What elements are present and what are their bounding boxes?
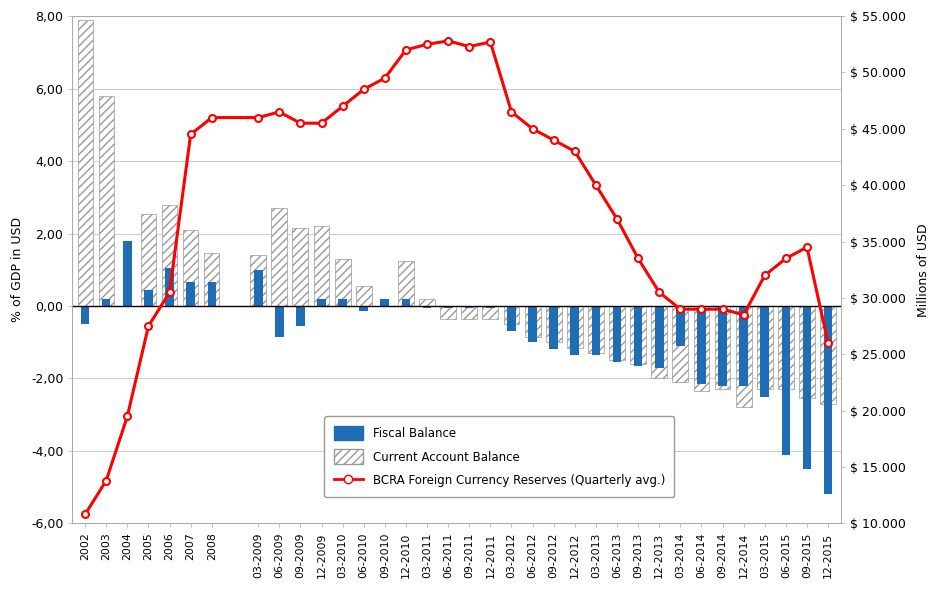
Bar <box>821 306 836 404</box>
Bar <box>461 306 477 319</box>
Bar <box>697 306 706 384</box>
Bar <box>359 306 368 312</box>
Y-axis label: Millions of USD: Millions of USD <box>917 223 930 316</box>
Bar <box>102 299 110 306</box>
Bar <box>77 20 93 306</box>
Bar <box>275 306 283 337</box>
Bar <box>186 282 195 306</box>
Legend: Fiscal Balance, Current Account Balance, BCRA Foreign Currency Reserves (Quarter: Fiscal Balance, Current Account Balance,… <box>325 416 675 497</box>
Bar <box>503 306 519 324</box>
Bar <box>380 299 390 306</box>
Bar <box>634 306 643 366</box>
Bar <box>271 208 287 306</box>
Bar <box>714 306 730 389</box>
Bar <box>778 306 794 389</box>
Bar <box>507 306 516 332</box>
Bar <box>99 96 114 306</box>
Bar <box>183 230 199 306</box>
Bar <box>293 228 309 306</box>
Bar <box>546 306 562 342</box>
Bar <box>250 255 266 306</box>
Bar <box>398 261 414 306</box>
Bar <box>402 299 410 306</box>
Bar <box>694 306 710 391</box>
Bar <box>317 299 326 306</box>
Bar <box>609 306 625 360</box>
Bar <box>486 306 495 308</box>
Bar <box>757 306 773 389</box>
Bar <box>313 226 329 306</box>
Bar <box>335 259 351 306</box>
Bar <box>465 306 473 308</box>
Bar <box>81 306 89 324</box>
Bar <box>740 306 748 386</box>
Bar <box>338 299 347 306</box>
Bar <box>823 306 833 494</box>
Bar <box>782 306 790 455</box>
Bar <box>592 306 600 355</box>
Bar <box>166 268 174 306</box>
Bar <box>760 306 769 396</box>
Bar <box>630 306 646 364</box>
Bar <box>528 306 537 342</box>
Bar <box>736 306 752 408</box>
Bar <box>718 306 726 386</box>
Bar <box>651 306 667 379</box>
Bar <box>162 204 177 306</box>
Bar <box>296 306 305 326</box>
Bar <box>440 306 456 319</box>
Bar <box>141 214 156 306</box>
Bar <box>550 306 558 349</box>
Bar <box>356 286 372 306</box>
Bar <box>525 306 540 337</box>
Bar <box>483 306 499 319</box>
Bar <box>613 306 621 362</box>
Bar <box>423 306 431 308</box>
Bar <box>566 306 582 348</box>
Bar <box>444 306 453 308</box>
Bar <box>673 306 688 382</box>
Bar <box>208 282 215 306</box>
Bar <box>803 306 811 469</box>
Bar <box>588 306 604 353</box>
Bar <box>144 290 152 306</box>
Bar <box>570 306 579 355</box>
Bar <box>799 306 815 398</box>
Bar <box>204 253 219 306</box>
Bar <box>676 306 685 346</box>
Bar <box>419 299 435 306</box>
Y-axis label: % of GDP in USD: % of GDP in USD <box>11 217 24 322</box>
Bar <box>123 241 132 306</box>
Bar <box>254 270 263 306</box>
Bar <box>655 306 663 368</box>
